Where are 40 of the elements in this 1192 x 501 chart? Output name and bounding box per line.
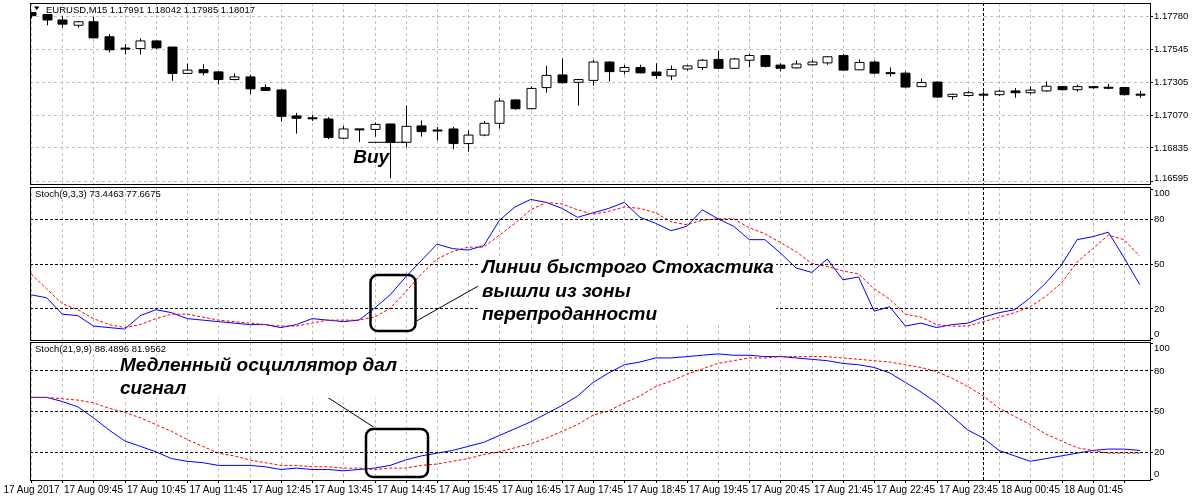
x-tick-label: 17 Aug 21:45 [814,484,874,495]
x-tick-label: 17 Aug 15:45 [439,484,499,495]
y-tick-label: 20 [1154,302,1165,314]
annotation: Линии быстрого Стохастика вышли из зоны перепроданности [480,256,775,324]
x-tick-label: 18 Aug 01:45 [1064,484,1124,495]
x-tick-label: 17 Aug 13:45 [314,484,374,495]
y-tick-label: 0 [1154,468,1160,480]
y-tick-label: 100 [1154,187,1170,199]
chart-title: Stoch(21,9,9) 88.4896 81.9562 [35,343,166,354]
x-tick-label: 17 Aug 23:45 [939,484,999,495]
x-tick-label: 17 Aug 18:45 [627,484,687,495]
y-tick-label: 1.17305 [1154,76,1189,88]
x-tick-label: 17 Aug 22:45 [876,484,936,495]
chart-title: Stoch(9,3,3) 73.4463 77.6675 [35,188,161,199]
annotation: Медленный осциллятор дал сигнал [120,354,398,398]
x-tick-label: 17 Aug 2017 [3,484,61,495]
x-tick-label: 17 Aug 20:45 [751,484,811,495]
x-tick-label: 17 Aug 14:45 [377,484,437,495]
y-tick-label: 50 [1154,257,1165,269]
y-tick-label: 1.17545 [1154,43,1189,55]
y-tick-label: 1.16595 [1154,172,1189,184]
chart-title: EURUSD,M15 1.17991 1.18042 1.17985 1.18017 [46,4,256,15]
y-tick-label: 80 [1154,213,1165,225]
x-tick-label: 17 Aug 17:45 [564,484,624,495]
annotation: Buy [353,146,391,168]
x-tick-label: 17 Aug 10:45 [127,484,187,495]
x-tick-label: 17 Aug 11:45 [189,484,249,495]
y-tick-label: 1.17780 [1154,10,1189,22]
x-tick-label: 17 Aug 16:45 [502,484,562,495]
y-tick-label: 1.16835 [1154,141,1189,153]
x-tick-label: 17 Aug 12:45 [252,484,312,495]
y-tick-label: 0 [1154,328,1160,340]
x-tick-label: 18 Aug 00:45 [1001,484,1061,495]
x-tick-label: 17 Aug 19:45 [689,484,749,495]
y-tick-label: 1.17070 [1154,109,1189,120]
x-tick-label: 17 Aug 09:45 [64,484,124,495]
y-tick-label: 20 [1154,446,1165,458]
y-tick-label: 50 [1154,405,1165,417]
y-tick-label: 100 [1154,342,1170,354]
y-tick-label: 80 [1154,364,1165,376]
